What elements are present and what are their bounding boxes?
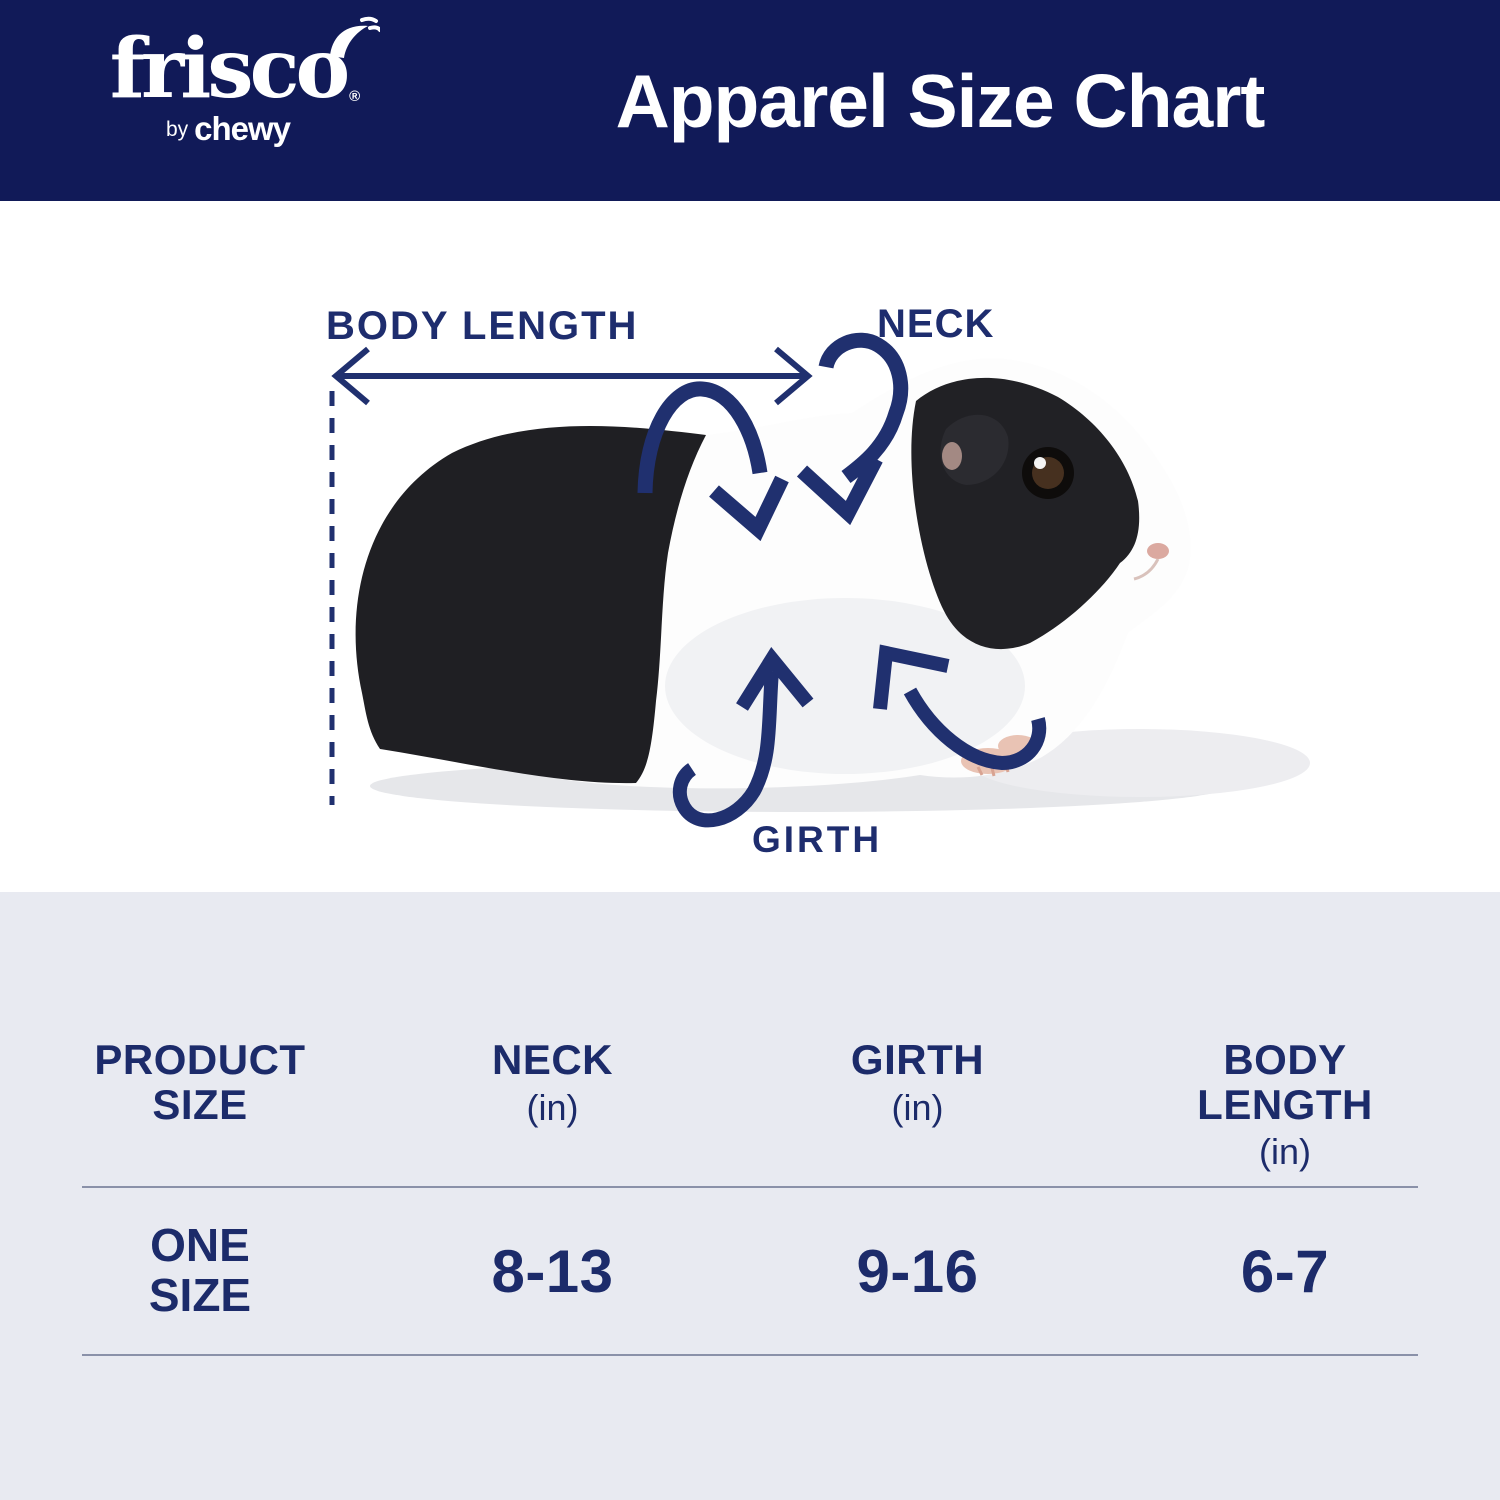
girth-label: GIRTH: [752, 819, 883, 860]
table-divider-top: [82, 1186, 1418, 1188]
cell-product-size: ONE SIZE: [148, 1219, 252, 1321]
table-row-one-size: ONE SIZE 8-13 9-16 6-7: [0, 1188, 1500, 1354]
neck-arrow-right: [818, 332, 909, 483]
page-title: Apparel Size Chart: [615, 59, 1266, 143]
column-title: BODY LENGTH: [1197, 1036, 1373, 1128]
size-table-header-row: PRODUCT SIZE NECK (in) GIRTH (in) BODY L…: [0, 1036, 1500, 1174]
girth-arrowhead-left: [736, 647, 814, 711]
girth-arrow-left: [672, 670, 779, 828]
rear-black-patch: [355, 425, 706, 784]
body-length-arrowhead-right: [774, 346, 813, 406]
nose: [1147, 543, 1169, 559]
column-title: NECK: [491, 1036, 613, 1083]
chewy-wordmark: chewy: [194, 110, 291, 147]
cell-neck-value: 8-13: [491, 1237, 614, 1305]
girth-arrowhead-right: [873, 644, 950, 710]
column-title: PRODUCT SIZE: [94, 1036, 306, 1128]
column-unit: (in): [891, 1086, 944, 1128]
frisco-wordmark: frisco: [109, 21, 350, 117]
neck-arrowhead-left: [709, 475, 789, 542]
column-unit: (in): [1259, 1131, 1311, 1173]
neck-arrow-left: [637, 381, 768, 494]
column-header-product-size: PRODUCT SIZE: [30, 1036, 370, 1174]
registered-trademark-symbol: ®: [349, 88, 361, 105]
size-table-section: PRODUCT SIZE NECK (in) GIRTH (in) BODY L…: [0, 892, 1500, 1500]
frisco-swoosh-icon: [330, 16, 381, 58]
measurement-diagram: BODY LENGTH NECK GIRTH: [0, 201, 1500, 892]
ear-inner: [942, 442, 962, 470]
guinea-pig-illustration: [329, 332, 1310, 828]
body-length-label: BODY LENGTH: [326, 304, 639, 348]
header-banner: frisco ® by chewy Apparel Size Chart: [0, 0, 1500, 201]
cell-girth-value: 9-16: [856, 1237, 979, 1305]
column-title: GIRTH: [850, 1036, 985, 1083]
frisco-by-chewy-logo: frisco ® by chewy: [78, 16, 381, 178]
column-header-body-length: BODY LENGTH (in): [1100, 1036, 1470, 1174]
body-length-arrowhead-left: [331, 346, 370, 406]
mouth-line: [1133, 558, 1160, 581]
neck-label: NECK: [877, 302, 995, 346]
column-header-girth: GIRTH (in): [735, 1036, 1100, 1174]
logo-byline: by chewy: [78, 112, 378, 145]
measurement-arrows: [329, 332, 1047, 828]
byline-by-text: by: [165, 118, 189, 141]
column-header-neck: NECK (in): [370, 1036, 735, 1174]
column-unit: (in): [526, 1086, 579, 1128]
girth-arrow-right: [903, 687, 1047, 771]
table-divider-bottom: [82, 1354, 1418, 1356]
cell-body-length-value: 6-7: [1240, 1237, 1330, 1305]
eye-highlight: [1034, 457, 1046, 469]
neck-arrowhead-right: [796, 455, 883, 526]
